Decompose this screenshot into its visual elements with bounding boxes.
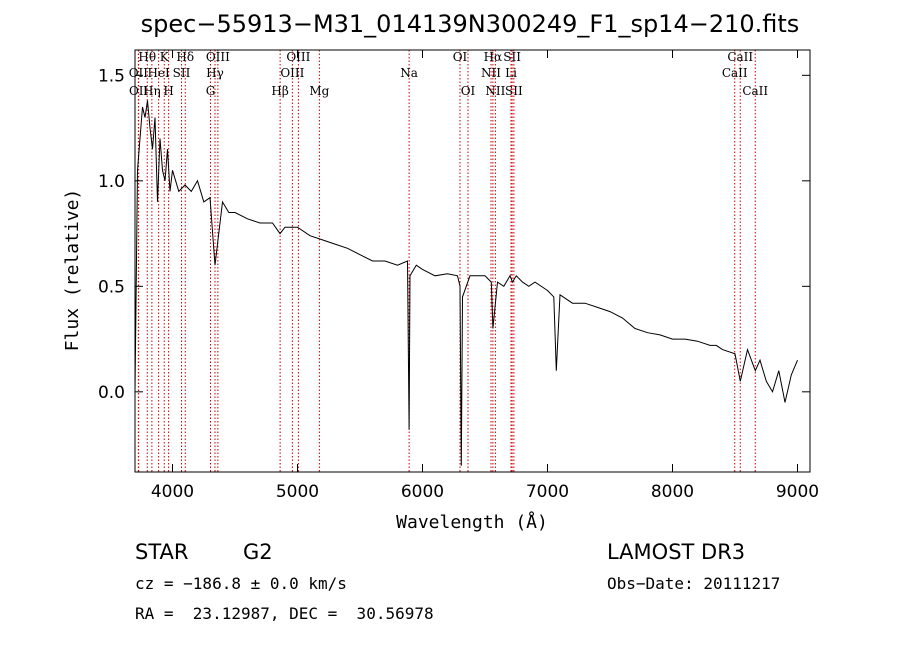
- line-label-10: HeI: [147, 66, 170, 80]
- line-label-8: CaII: [727, 50, 753, 64]
- line-label-23: Mg: [309, 84, 329, 98]
- line-label-22: Hβ: [271, 84, 288, 98]
- x-tick-label-1: 5000: [276, 482, 319, 502]
- x-tick-label-2: 6000: [401, 482, 444, 502]
- line-label-20: H: [163, 84, 173, 98]
- spectrum-chart: spec−55913−M31_014139N300249_F1_sp14−210…: [62, 10, 819, 533]
- y-axis-ticks: 0.0 0.5 1.0 1.5: [98, 66, 810, 403]
- redshift-velocity: cz = −186.8 ± 0.0 km/s: [135, 574, 347, 593]
- y-tick-label-1: 0.5: [98, 277, 125, 297]
- line-label-15: NII: [481, 66, 501, 80]
- line-label-25: NII: [485, 84, 505, 98]
- line-label-27: CaII: [742, 84, 768, 98]
- line-label-13: OIII: [280, 66, 304, 80]
- x-axis-label: Wavelength (Å): [396, 511, 548, 533]
- plot-frame: [134, 49, 811, 473]
- y-tick-label-0: 0.0: [98, 383, 125, 403]
- line-label-26: SII: [505, 84, 523, 98]
- observation-date: Obs−Date: 20111217: [607, 574, 781, 593]
- line-label-4: OIII: [286, 50, 310, 64]
- line-label-18: OII: [129, 84, 149, 98]
- line-label-11: SII: [173, 66, 191, 80]
- line-label-17: CaII: [722, 66, 748, 80]
- line-label-24: OI: [461, 84, 476, 98]
- x-tick-label-5: 9000: [776, 482, 819, 502]
- line-label-16: Li: [505, 66, 517, 80]
- x-tick-label-4: 8000: [651, 482, 694, 502]
- emission-line-markers: [137, 50, 756, 472]
- line-label-14: Na: [400, 66, 418, 80]
- y-axis-label: Flux (relative): [62, 189, 83, 352]
- line-label-19: Hη: [143, 84, 161, 98]
- line-label-1: K: [160, 50, 170, 64]
- x-tick-label-0: 4000: [151, 482, 194, 502]
- line-label-9: OII: [129, 66, 149, 80]
- line-label-3: OIII: [206, 50, 230, 64]
- chart-title: spec−55913−M31_014139N300249_F1_sp14−210…: [141, 10, 800, 38]
- survey-name: LAMOST DR3: [607, 540, 746, 564]
- line-label-21: G: [206, 84, 216, 98]
- line-label-2: Hδ: [176, 50, 194, 64]
- line-label-7: SII: [503, 50, 521, 64]
- line-label-5: OI: [453, 50, 468, 64]
- line-label-6: Hα: [484, 50, 503, 64]
- y-tick-label-3: 1.5: [98, 66, 125, 86]
- x-axis-ticks: 4000 5000 6000 7000 8000 9000: [151, 50, 819, 502]
- spectrum-line: [134, 100, 798, 466]
- object-class: STAR: [135, 540, 189, 564]
- object-subclass: G2: [243, 540, 273, 564]
- line-label-0: Hθ: [138, 50, 156, 64]
- ra-dec-coordinates: RA = 23.12987, DEC = 30.56978: [135, 604, 434, 623]
- y-tick-label-2: 1.0: [98, 172, 125, 192]
- x-tick-label-3: 7000: [526, 482, 569, 502]
- line-label-12: Hγ: [206, 66, 224, 80]
